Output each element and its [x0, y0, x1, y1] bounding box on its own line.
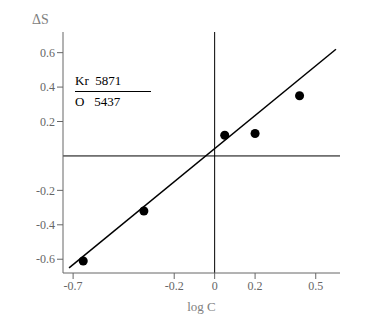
svg-text:0.4: 0.4	[40, 80, 55, 94]
svg-text:log C: log C	[187, 299, 216, 314]
svg-text:0.2: 0.2	[40, 115, 55, 129]
svg-text:-0.6: -0.6	[36, 252, 55, 266]
html-text:O 5437: O 5437	[75, 94, 121, 109]
svg-text:0.5: 0.5	[308, 279, 323, 293]
svg-text:-0.2: -0.2	[36, 184, 55, 198]
svg-text:0: 0	[212, 279, 218, 293]
svg-text:-0.4: -0.4	[36, 218, 55, 232]
html-text:Kr 5871: Kr 5871	[75, 73, 122, 88]
svg-text:0.6: 0.6	[40, 46, 55, 60]
svg-text:-0.2: -0.2	[165, 279, 184, 293]
svg-text:-0.7: -0.7	[64, 279, 83, 293]
svg-text:0.2: 0.2	[248, 279, 263, 293]
svg-text:ΔS: ΔS	[32, 12, 49, 27]
